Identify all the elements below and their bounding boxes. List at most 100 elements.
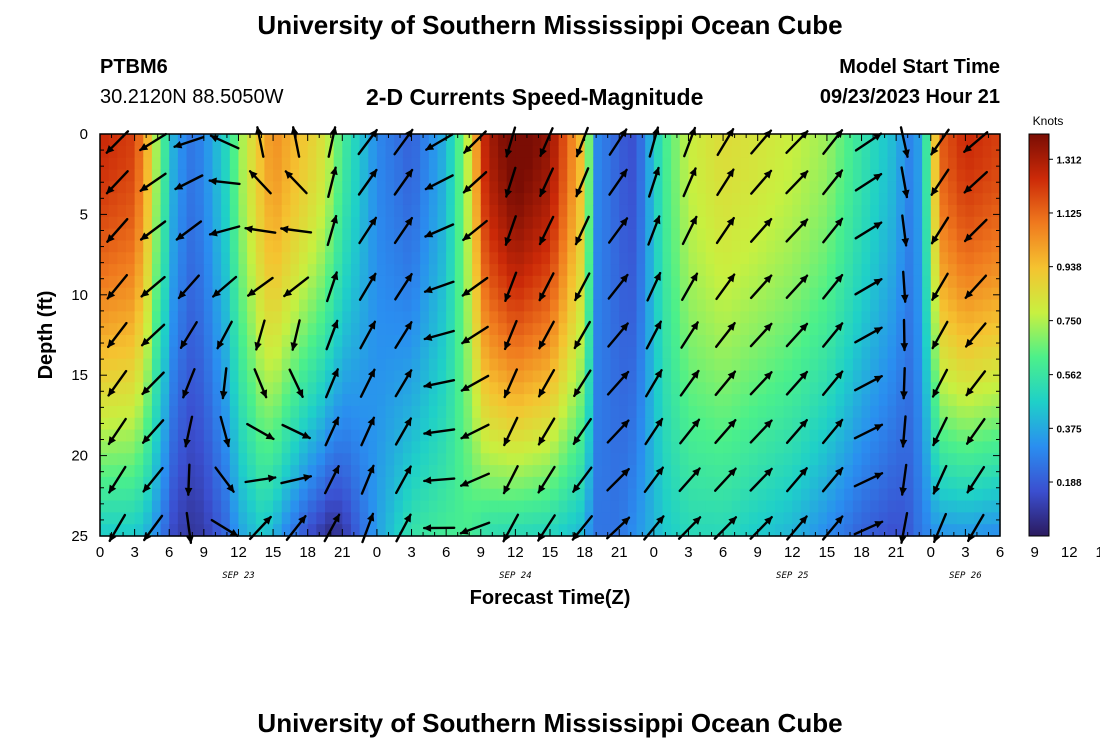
heatmap-cell [679,429,690,443]
heatmap-cell [775,169,785,182]
heatmap-cell [350,311,361,324]
heatmap-cell [472,193,482,206]
heatmap-cell [151,346,162,360]
heatmap-cell [688,441,698,454]
heatmap-cell [472,453,482,466]
heatmap-cell [524,228,534,242]
heatmap-cell [593,382,603,395]
heatmap-cell [826,264,837,277]
heatmap-cell [974,240,984,253]
heatmap-cell [809,417,819,431]
heatmap-cell [870,204,880,218]
heatmap-cell [264,240,274,253]
heatmap-cell [550,370,560,383]
heatmap-cell [125,193,136,206]
heatmap-cell [558,441,568,454]
heatmap-cell [826,512,837,525]
heatmap-cell [922,417,932,431]
heatmap-cell [878,488,889,502]
heatmap-cell [705,453,716,466]
heatmap-cell [930,157,941,171]
heatmap-cell [904,394,915,407]
heatmap-cell [100,453,110,466]
heatmap-cell [342,252,352,265]
heatmap-cell [134,134,144,147]
heatmap-cell [160,134,170,147]
heatmap-cell [887,134,897,147]
heatmap-cell [870,228,880,242]
heatmap-cell [229,500,240,513]
heatmap-cell [402,405,413,419]
heatmap-cell [316,299,326,312]
heatmap-cell [134,145,144,159]
heatmap-cell [619,441,629,454]
heatmap-cell [584,193,594,206]
heatmap-cell [437,358,447,372]
heatmap-cell [402,346,413,360]
heatmap-cell [575,335,586,348]
heatmap-cell [411,346,421,360]
heatmap-cell [766,275,776,289]
heatmap-cell [887,500,897,513]
heatmap-cell [861,453,871,466]
heatmap-cell [861,405,871,419]
heatmap-cell [290,145,300,159]
current-vector-arrow [140,275,166,298]
heatmap-cell [645,157,655,171]
heatmap-cell [965,417,975,431]
heatmap-cell [723,358,733,372]
heatmap-cell [870,134,880,147]
heatmap-cell [896,453,906,466]
heatmap-cell [437,346,447,360]
heatmap-cell [948,240,958,253]
heatmap-cell [255,287,266,301]
heatmap-cell [169,524,179,537]
heatmap-cell [593,500,603,513]
heatmap-cell [125,216,136,230]
heatmap-cell [342,240,352,253]
heatmap-cell [195,193,205,206]
heatmap-cell [160,311,170,324]
heatmap-cell [385,476,395,490]
heatmap-cell [766,311,776,324]
heatmap-cell [982,335,992,348]
heatmap-cell [541,204,551,218]
heatmap-cell [316,358,326,372]
heatmap-cell [930,311,941,324]
heatmap-cell [662,299,672,312]
heatmap-cell [567,429,577,443]
heatmap-cell [636,488,646,502]
heatmap-cell [878,216,889,230]
heatmap-cell [974,476,984,490]
heatmap-cell [956,311,966,324]
heatmap-cell [870,476,880,490]
heatmap-cell [238,181,248,194]
heatmap-cell [411,453,421,466]
heatmap-cell [229,287,240,301]
heatmap-cell [506,382,516,395]
heatmap-cell [558,204,568,218]
heatmap-cell [325,157,335,171]
heatmap-cell [100,335,110,348]
heatmap-cell [740,228,750,242]
heatmap-cell [325,370,335,383]
current-vectors [105,126,989,544]
heatmap-cell [385,453,395,466]
heatmap-cell [281,394,291,407]
heatmap-cell [688,311,698,324]
heatmap-cell [350,252,361,265]
heatmap-cell [844,512,854,525]
heatmap-cell [134,264,144,277]
heatmap-cell [688,488,698,502]
heatmap-cell [896,500,906,513]
heatmap-cell [818,204,828,218]
heatmap-cell [645,524,655,537]
heatmap-cell [809,524,819,537]
heatmap-cell [177,524,188,537]
heatmap-cell [151,287,162,301]
heatmap-cell [550,405,560,419]
heatmap-cell [740,394,750,407]
heatmap-cell [584,287,594,301]
heatmap-cell [350,476,361,490]
heatmap-cell [264,476,274,490]
